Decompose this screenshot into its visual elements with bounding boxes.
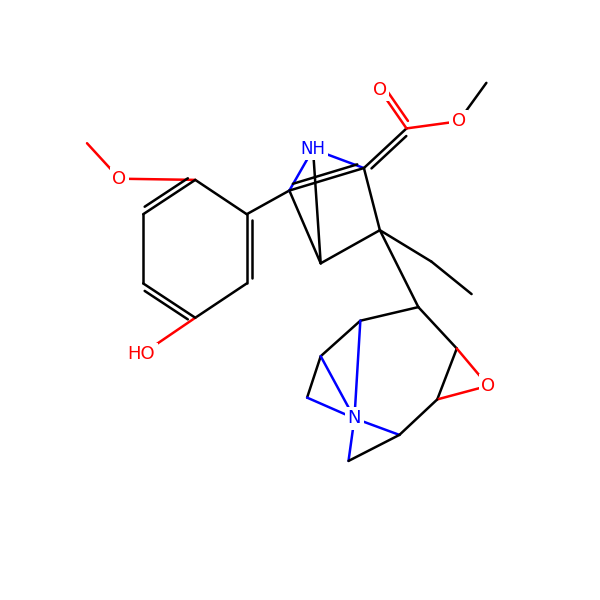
Text: O: O	[452, 112, 466, 130]
Text: O: O	[112, 170, 127, 188]
Text: N: N	[347, 409, 361, 427]
Text: O: O	[481, 377, 495, 395]
Text: O: O	[373, 81, 387, 99]
Text: NH: NH	[301, 140, 326, 158]
Text: HO: HO	[128, 346, 155, 364]
